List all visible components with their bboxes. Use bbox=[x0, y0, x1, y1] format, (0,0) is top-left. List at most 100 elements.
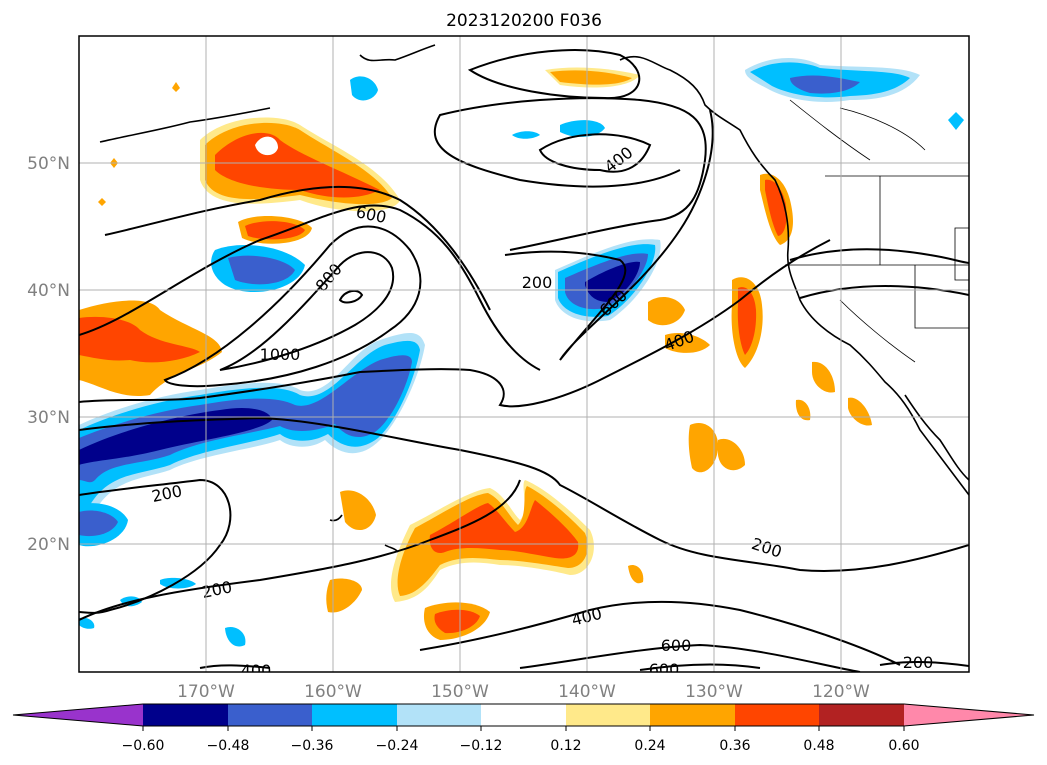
contour-line bbox=[219, 251, 395, 371]
negative-anomaly-region bbox=[225, 626, 246, 647]
positive-anomaly-region bbox=[628, 564, 644, 584]
colorbar-tick-label: −0.36 bbox=[291, 738, 334, 754]
colorbar-tick-label: 0.48 bbox=[803, 738, 834, 754]
contour-line bbox=[338, 289, 364, 304]
negative-anomaly-region bbox=[79, 617, 95, 629]
positive-anomaly-region bbox=[79, 316, 200, 363]
coastlines bbox=[99, 44, 969, 553]
colorbar-tick-label: 0.12 bbox=[550, 738, 581, 754]
lat-label: 30°N bbox=[27, 408, 70, 428]
coastline bbox=[619, 55, 969, 496]
border-line bbox=[914, 265, 969, 329]
colorbar-tick-label: −0.24 bbox=[376, 738, 419, 754]
contour-line bbox=[538, 133, 652, 173]
positive-anomaly-region bbox=[848, 397, 872, 426]
lon-label: 130°W bbox=[685, 682, 743, 702]
colorbar-segment bbox=[819, 704, 904, 726]
lat-label: 20°N bbox=[27, 535, 70, 555]
colorbar-tick-label: 0.60 bbox=[888, 738, 919, 754]
contour-label: 200 bbox=[903, 653, 934, 672]
contour-line bbox=[79, 204, 541, 371]
shaded-anomaly-fields bbox=[79, 58, 964, 647]
colorbar-tick-label: 0.36 bbox=[719, 738, 750, 754]
negative-anomaly-region bbox=[790, 75, 860, 94]
border-line bbox=[954, 227, 969, 281]
lon-label: 160°W bbox=[304, 682, 362, 702]
coastline bbox=[329, 514, 343, 522]
lon-label: 150°W bbox=[431, 682, 489, 702]
contour-line bbox=[467, 49, 641, 100]
positive-anomaly-region bbox=[718, 438, 745, 471]
positive-anomaly-region bbox=[172, 82, 180, 92]
contour-label: 200 bbox=[522, 273, 553, 292]
colorbar-segment bbox=[566, 704, 650, 726]
positive-anomaly-region bbox=[688, 422, 719, 473]
map-frame bbox=[78, 35, 970, 673]
coastline bbox=[904, 394, 969, 481]
contour-line bbox=[419, 600, 901, 666]
colorbar-segment bbox=[143, 704, 228, 726]
contour-line bbox=[79, 478, 232, 614]
gridlines bbox=[79, 36, 969, 672]
contour-lines bbox=[79, 49, 969, 672]
contour-line bbox=[79, 239, 831, 408]
contour-line bbox=[789, 248, 969, 264]
negative-anomaly-region bbox=[79, 340, 420, 535]
colorbar-tick-label: 0.24 bbox=[634, 738, 665, 754]
map-title: 2023120200 F036 bbox=[446, 11, 602, 31]
colorbar-extend-min bbox=[13, 704, 143, 726]
border-line bbox=[789, 99, 871, 161]
positive-anomaly-region bbox=[550, 70, 632, 85]
positive-anomaly-region bbox=[245, 221, 305, 240]
contour-label: 600 bbox=[661, 636, 692, 655]
colorbar-segment bbox=[735, 704, 819, 726]
contour-line bbox=[433, 97, 707, 251]
contour-label: 600 bbox=[649, 660, 680, 679]
contour-line bbox=[504, 109, 714, 361]
negative-anomaly-region bbox=[79, 510, 118, 537]
positive-anomaly-region bbox=[434, 609, 480, 634]
negative-anomaly-region bbox=[228, 255, 295, 285]
colorbar-tick-label: −0.60 bbox=[122, 738, 165, 754]
positive-anomaly-region bbox=[648, 296, 685, 326]
positive-anomaly-region bbox=[665, 333, 710, 353]
positive-anomaly-region bbox=[812, 361, 835, 393]
colorbar-segment bbox=[312, 704, 397, 726]
contour-label: 1000 bbox=[260, 345, 301, 364]
coastline bbox=[99, 107, 271, 143]
positive-anomaly-region bbox=[255, 136, 278, 156]
contour-line bbox=[799, 285, 969, 299]
contour-line bbox=[79, 416, 969, 572]
negative-anomaly-region bbox=[79, 408, 272, 465]
map-panel: 400 600 800 1000 200 600 400 200 200 200… bbox=[27, 35, 970, 702]
coastline bbox=[359, 44, 436, 62]
lat-label: 40°N bbox=[27, 281, 70, 301]
contour-line bbox=[163, 225, 422, 388]
lat-label: 50°N bbox=[27, 154, 70, 174]
lon-label: 120°W bbox=[812, 682, 870, 702]
colorbar: −0.60 −0.48 −0.36 −0.24 −0.12 0.12 0.24 … bbox=[12, 703, 1035, 754]
negative-anomaly-region bbox=[560, 120, 605, 137]
colorbar-segment bbox=[228, 704, 312, 726]
latitude-labels: 50°N 40°N 30°N 20°N bbox=[27, 154, 70, 555]
longitude-labels: 170°W 160°W 150°W 140°W 130°W 120°W bbox=[177, 682, 870, 702]
contour-line bbox=[519, 643, 861, 672]
contour-line bbox=[639, 663, 761, 671]
contour-label: 400 bbox=[241, 661, 272, 680]
border-line bbox=[839, 107, 926, 151]
negative-anomaly-region bbox=[585, 261, 640, 302]
lon-label: 170°W bbox=[177, 682, 235, 702]
colorbar-ticks bbox=[142, 726, 905, 731]
negative-anomaly-region bbox=[948, 112, 964, 130]
contour-line bbox=[79, 479, 521, 621]
negative-anomaly-region bbox=[350, 76, 378, 101]
colorbar-tick-label: −0.48 bbox=[207, 738, 250, 754]
negative-anomaly-region bbox=[512, 131, 540, 139]
colorbar-extend-max bbox=[904, 704, 1034, 726]
positive-anomaly-region bbox=[737, 287, 757, 355]
positive-anomaly-region bbox=[326, 578, 362, 613]
positive-anomaly-region bbox=[340, 490, 376, 531]
colorbar-segment bbox=[397, 704, 481, 726]
border-line bbox=[839, 299, 916, 363]
colorbar-tick-labels: −0.60 −0.48 −0.36 −0.24 −0.12 0.12 0.24 … bbox=[122, 738, 920, 754]
